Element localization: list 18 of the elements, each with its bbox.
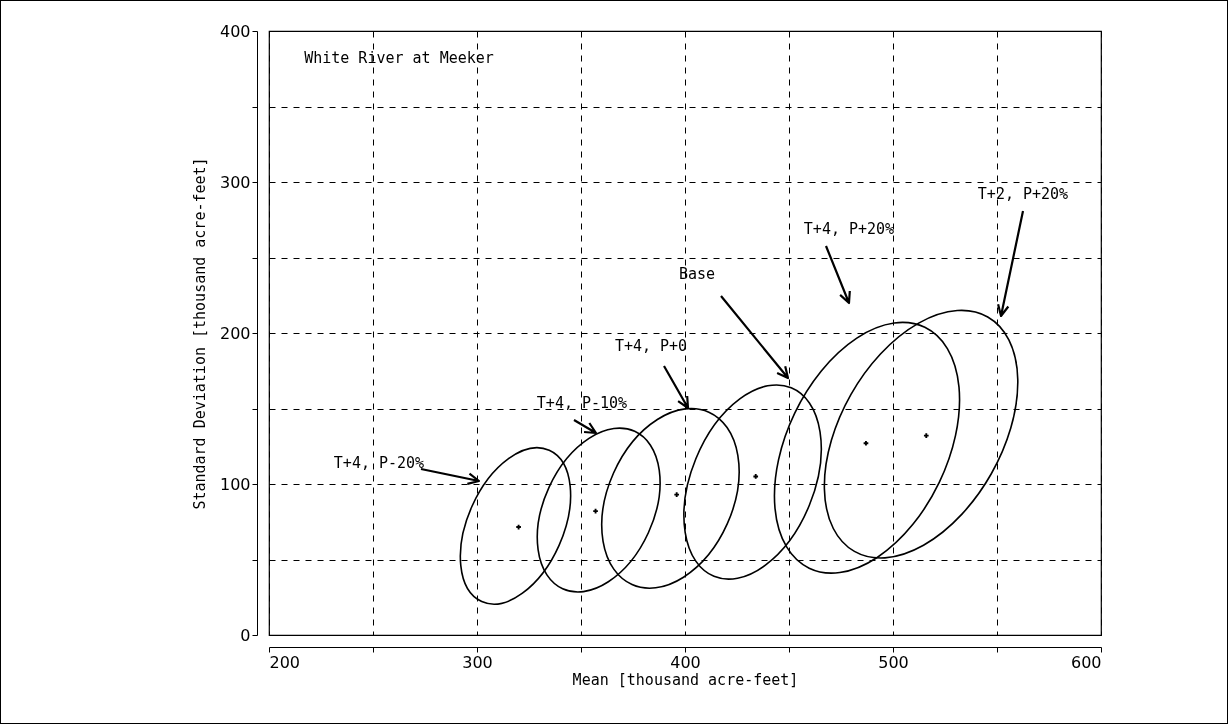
x-tick-label: 400 [670,652,701,672]
annotation: T+4, P-20% [333,454,425,472]
x-tick-label: 300 [462,652,493,672]
annotation: White River at Meeker [304,49,494,67]
y-tick-label: 400 [219,21,251,41]
y-tick-label: 0 [240,625,251,645]
y-tick-label: 300 [219,172,251,192]
annotation: T+4, P-10% [536,394,628,412]
annotation: T+4, P+20% [803,220,895,238]
annotation: T+2, P+20% [977,185,1069,203]
x-tick-label: 500 [878,652,909,672]
annotation: Base [678,265,716,283]
x-tick-label: 600 [1070,652,1102,672]
y-axis-title: Standard Deviation [thousand acre-feet] [190,157,209,510]
x-tick-label: 200 [269,652,301,672]
y-tick-label: 100 [219,474,251,494]
y-tick-label: 200 [219,323,251,343]
x-axis-title: Mean [thousand acre-feet] [572,670,799,689]
